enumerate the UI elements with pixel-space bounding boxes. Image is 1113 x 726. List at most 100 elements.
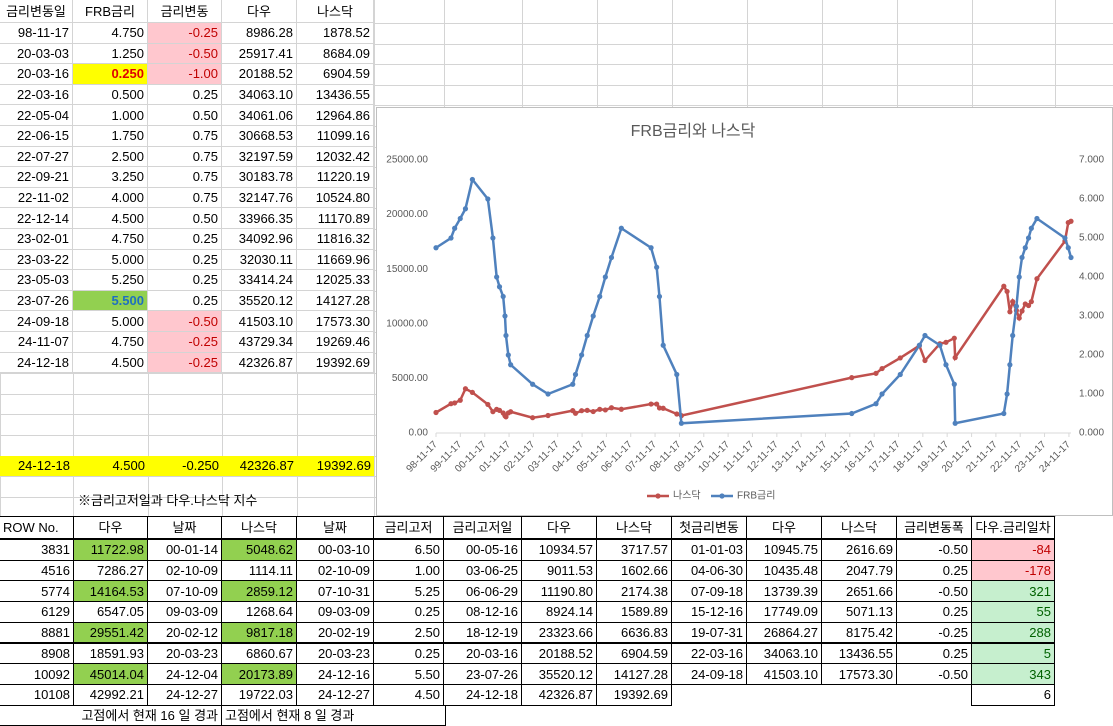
data-point — [503, 332, 509, 339]
cell: 8986.28 — [222, 23, 297, 44]
cell: 35520.12 — [222, 290, 297, 312]
data-point — [448, 235, 454, 241]
cell: 10092 — [0, 663, 74, 685]
data-point — [952, 355, 958, 361]
header-cell: 나스닥 — [221, 516, 297, 539]
cell: 09-03-09 — [296, 601, 374, 623]
cell: 0.25 — [896, 601, 972, 623]
cell: 20-03-03 — [0, 43, 73, 65]
data-point — [584, 407, 590, 413]
cell: 04-06-30 — [671, 559, 747, 582]
data-point — [660, 342, 666, 348]
data-point — [916, 342, 922, 348]
cell: 23-05-03 — [0, 270, 73, 291]
y2-tick-label: 5.000 — [1079, 233, 1104, 244]
cell: 22-03-16 — [671, 642, 747, 665]
data-point — [608, 405, 615, 411]
cell: 5.000 — [73, 311, 148, 332]
cell: 17573.30 — [297, 311, 374, 332]
data-point — [922, 357, 928, 364]
data-point — [879, 365, 885, 372]
cell: 3831 — [0, 539, 74, 561]
cell: 02-10-09 — [296, 559, 374, 582]
cell: 0.500 — [73, 84, 148, 106]
cell: 13436.55 — [821, 642, 897, 665]
cell: 9817.18 — [221, 621, 297, 644]
y2-tick-label: 7.000 — [1079, 155, 1104, 166]
data-point — [1028, 225, 1034, 231]
data-point — [943, 362, 949, 368]
data-point — [602, 274, 608, 280]
data-point — [496, 407, 503, 413]
summary-cell: 19392.69 — [297, 455, 374, 477]
cell: 20-02-19 — [296, 621, 374, 644]
cell: 2651.66 — [821, 580, 897, 603]
data-point — [530, 381, 536, 387]
cell: 0.250 — [73, 64, 148, 85]
cell: 00-05-16 — [443, 539, 522, 561]
cell: 0.50 — [148, 208, 222, 229]
chart: FRB금리와 나스닥 0.00 5000.00 10000.00 15000.00 20… — [376, 107, 1113, 516]
data-point — [496, 284, 503, 290]
data-point — [1025, 302, 1032, 309]
data-point — [879, 391, 885, 397]
cell: 6860.67 — [221, 642, 297, 665]
cell: 03-06-25 — [443, 559, 522, 582]
cell: 23-07-26 — [443, 663, 522, 685]
cell: 98-11-17 — [0, 23, 73, 44]
series-line — [435, 176, 1073, 425]
data-point — [590, 408, 596, 415]
cell: 0.75 — [148, 187, 222, 209]
y2-tick-label: 3.000 — [1079, 311, 1104, 322]
cell: 5.500 — [73, 290, 148, 312]
cell: 29551.42 — [73, 621, 148, 644]
header-cell: 금리고저일 — [443, 516, 522, 539]
cell: 6547.05 — [73, 601, 148, 623]
cell: 5.50 — [373, 663, 444, 685]
cell: 32197.59 — [222, 146, 297, 168]
series-line — [435, 220, 1072, 419]
data-point — [462, 386, 469, 392]
cell: 8175.42 — [821, 621, 897, 644]
cell: 22-05-04 — [0, 105, 73, 126]
cell: 09-03-09 — [147, 601, 222, 623]
cell: 24-12-04 — [147, 663, 222, 685]
y2-tick-label: 6.000 — [1079, 194, 1104, 205]
cell: 0.50 — [148, 105, 222, 126]
cell: 24-09-18 — [0, 311, 73, 332]
cell: 288 — [971, 621, 1055, 644]
header-cell: 금리고저 — [373, 516, 444, 539]
cell: 1878.52 — [297, 23, 374, 44]
cell: 12032.42 — [297, 146, 374, 168]
cell: 10524.80 — [297, 187, 374, 209]
data-point — [654, 401, 660, 407]
data-point — [1007, 309, 1013, 315]
cell: 6636.83 — [596, 621, 672, 644]
data-point — [618, 225, 624, 231]
data-point — [1025, 235, 1032, 241]
cell: 10435.48 — [746, 559, 822, 582]
header-cell: 금리변동폭 — [896, 516, 972, 539]
cell: -0.50 — [896, 539, 972, 561]
chart-title: FRB금리와 나스닥 — [631, 122, 756, 140]
data-point — [897, 371, 903, 378]
grid-line — [0, 43, 1113, 45]
cell: 8881 — [0, 621, 74, 644]
cell: 1268.64 — [221, 601, 297, 623]
data-point — [505, 352, 511, 358]
data-point — [1068, 218, 1074, 224]
cell: 19392.69 — [596, 683, 672, 706]
y2-tick-label: 2.000 — [1079, 350, 1104, 361]
header-cell: 나스닥 — [596, 516, 672, 539]
data-point — [922, 332, 928, 339]
header-cell: 다우 — [521, 516, 597, 539]
data-point — [1010, 332, 1016, 339]
data-point — [1022, 245, 1028, 251]
data-point — [452, 225, 458, 231]
legend-swatch — [719, 493, 725, 499]
cell: 18-12-19 — [443, 621, 522, 644]
data-point — [873, 401, 879, 407]
y-tick-label: 25000.00 — [386, 155, 428, 166]
data-point — [1001, 410, 1007, 417]
cell: 30183.78 — [222, 167, 297, 188]
